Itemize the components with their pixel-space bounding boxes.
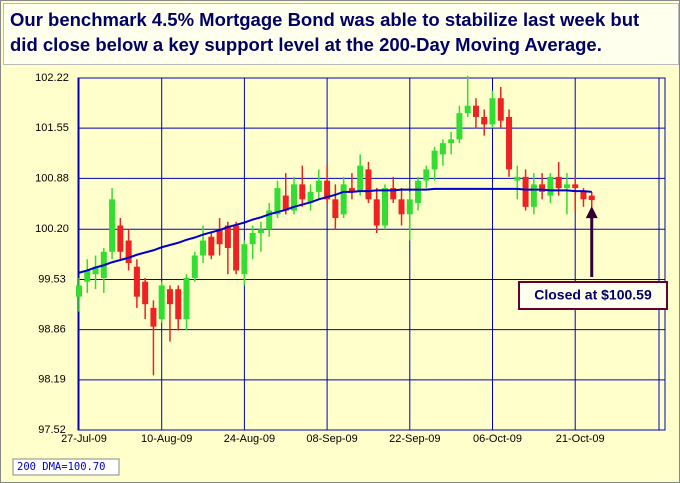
candle-body: [241, 244, 248, 275]
candle-body: [381, 188, 388, 226]
candle-body: [175, 289, 182, 320]
y-tick-label: 100.20: [35, 223, 69, 235]
candle-body: [497, 98, 504, 121]
dma-line: [78, 187, 592, 274]
candle-body: [200, 240, 207, 256]
candle-body: [109, 199, 116, 252]
annotation-text: Closed at $100.59: [534, 287, 652, 303]
candle-body: [522, 176, 529, 207]
candle-body: [348, 188, 355, 192]
candle-body: [150, 307, 157, 327]
candle-body: [373, 199, 380, 226]
plot-area: [77, 77, 666, 431]
candle-body: [208, 236, 215, 256]
candle-body: [92, 266, 99, 275]
candle-body: [530, 184, 537, 207]
candle-body: [481, 116, 488, 125]
candle-body: [489, 98, 496, 125]
x-tick-label: 21-Oct-09: [556, 433, 605, 445]
candle-body: [282, 195, 289, 211]
y-tick-label: 97.52: [38, 424, 66, 436]
candle-body: [84, 270, 91, 282]
x-tick-label: 22-Sep-09: [389, 433, 440, 445]
candle-body: [563, 184, 570, 189]
candle-body: [216, 229, 223, 245]
candle-body: [291, 184, 298, 211]
candle-body: [415, 180, 422, 204]
annotation-arrowhead: [585, 206, 598, 219]
candle-body: [580, 191, 587, 200]
candle-body: [423, 169, 430, 181]
x-tick-label: 06-Oct-09: [473, 433, 522, 445]
x-tick-label: 24-Aug-09: [224, 433, 275, 445]
candle-body: [472, 105, 479, 117]
annotation-box: [518, 281, 668, 310]
candle-body: [76, 285, 82, 297]
candle-body: [340, 184, 347, 215]
y-tick-label: 98.19: [38, 374, 66, 386]
y-tick-label: 98.86: [38, 324, 66, 336]
x-tick-label: 27-Jul-09: [61, 433, 107, 445]
candle-body: [142, 281, 149, 305]
candle-body: [572, 184, 579, 189]
y-tick-label: 100.88: [35, 172, 69, 184]
candle-body: [307, 191, 314, 204]
candle-body: [588, 195, 595, 201]
y-tick-label: 99.53: [38, 273, 66, 285]
candle-body: [357, 165, 364, 192]
candle-body: [555, 176, 562, 189]
y-tick-label: 101.55: [35, 122, 69, 134]
candle-body: [390, 188, 397, 200]
candle-body: [133, 266, 140, 297]
candle-body: [224, 225, 231, 249]
candle-body: [274, 188, 281, 215]
candle-body: [439, 143, 446, 155]
candle-body: [365, 169, 372, 200]
candle-body: [456, 113, 463, 140]
candle-body: [166, 289, 173, 305]
candle-body: [299, 184, 306, 200]
candle-body: [547, 176, 554, 196]
legend-label: 200 DMA=100.70: [17, 461, 106, 473]
candle-body: [266, 210, 273, 230]
candle-body: [539, 184, 546, 192]
candle-body: [233, 225, 240, 271]
candle-body: [448, 139, 455, 144]
candle-body: [183, 277, 190, 320]
candle-body: [514, 176, 521, 181]
candle-body: [191, 255, 198, 278]
legend-box: [12, 458, 120, 476]
candle-body: [398, 199, 405, 215]
y-tick-label: 102.22: [35, 72, 69, 84]
candle-body: [315, 180, 322, 192]
chart-title: Our benchmark 4.5% Mortgage Bond was abl…: [3, 3, 679, 65]
x-tick-label: 08-Sep-09: [306, 433, 357, 445]
candle-body: [158, 285, 165, 320]
candle-body: [117, 225, 124, 252]
candle-body: [125, 240, 132, 263]
candle-body: [257, 229, 264, 234]
candle-body: [324, 180, 331, 200]
candle-body: [406, 199, 413, 215]
candle-body: [249, 233, 256, 245]
candle-body: [506, 116, 513, 170]
candle-body: [464, 105, 471, 114]
x-tick-label: 10-Aug-09: [141, 433, 192, 445]
candle-body: [431, 150, 438, 170]
candle-body: [332, 199, 339, 219]
